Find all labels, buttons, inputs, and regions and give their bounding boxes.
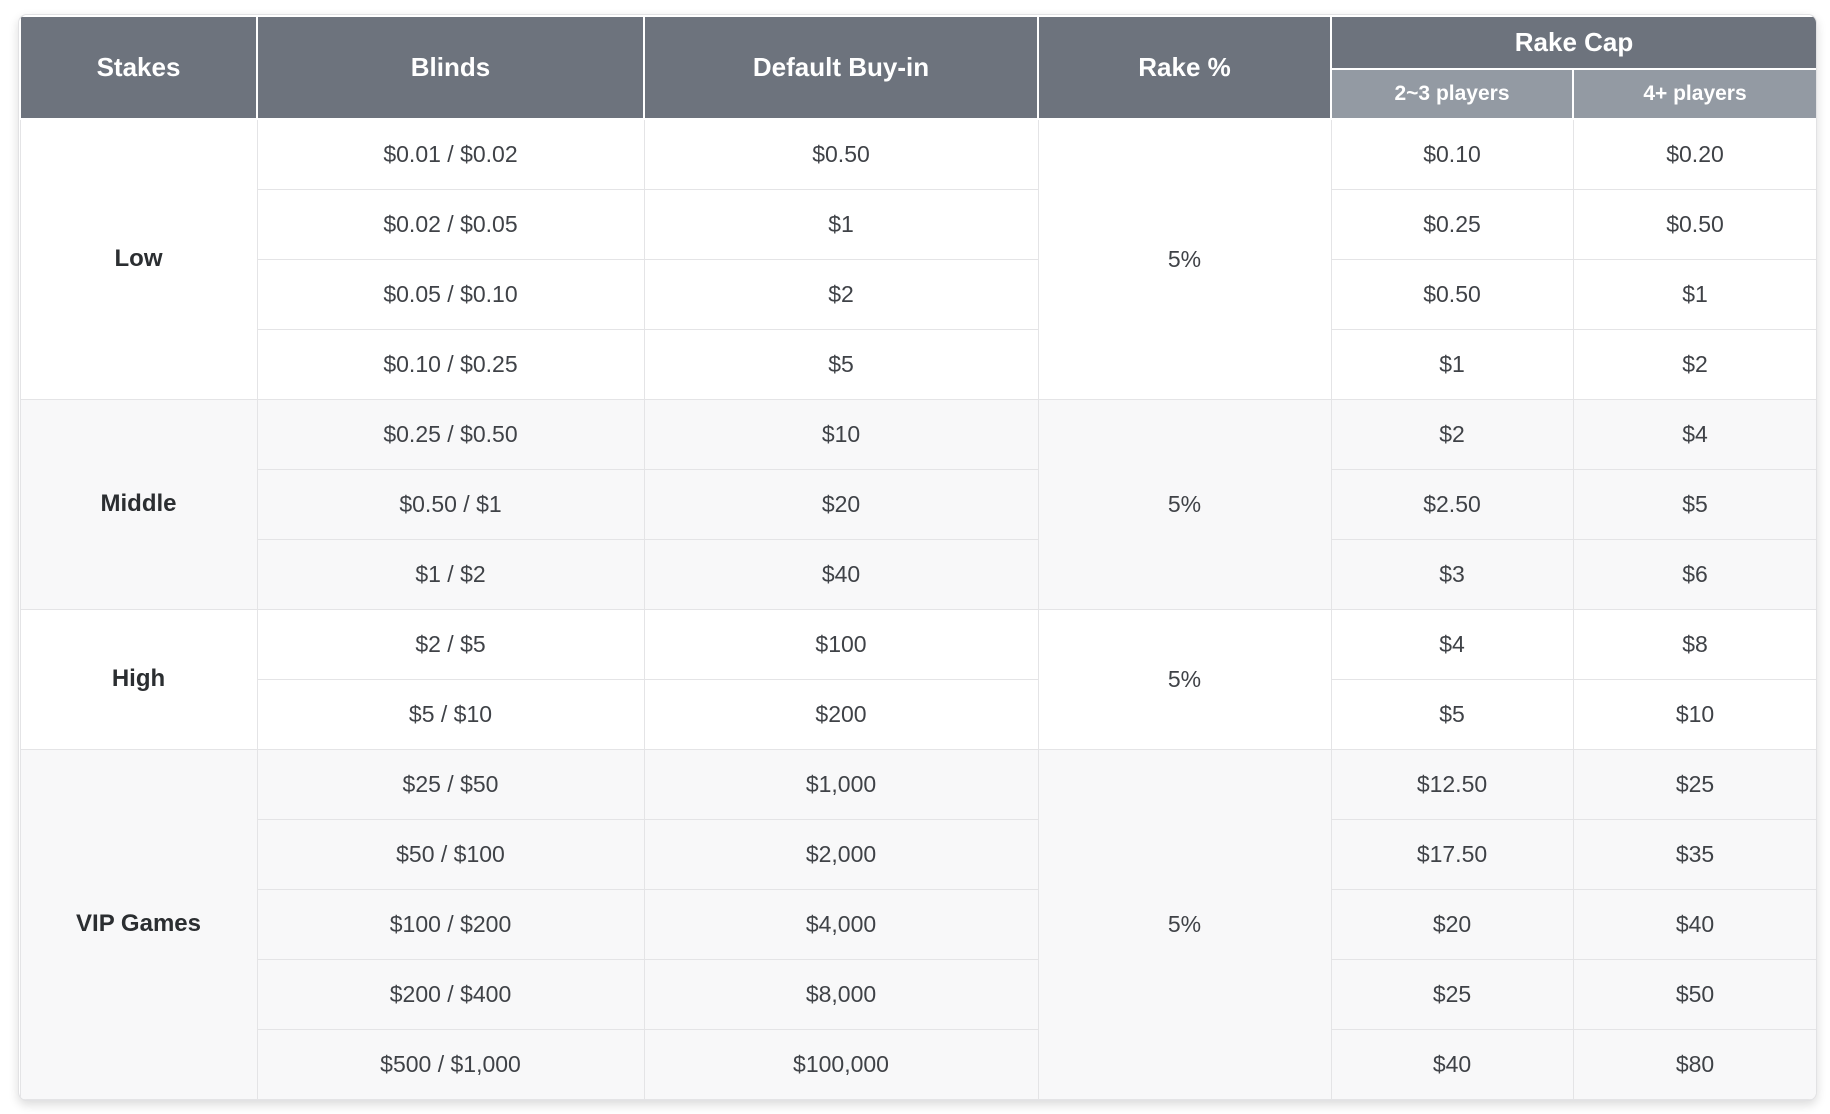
blinds-cell: $0.05 / $0.10 [256,258,645,330]
cap-23-cell: $0.25 [1330,188,1574,260]
cap-4plus-cell: $6 [1572,538,1816,610]
cap-4plus-cell: $10 [1572,678,1816,750]
column-header-rake-cap: Rake Cap [1330,15,1816,70]
cap-23-cell: $12.50 [1330,748,1574,820]
column-header-stakes: Stakes [19,15,258,120]
blinds-cell: $0.02 / $0.05 [256,188,645,260]
cap-4plus-cell: $5 [1572,468,1816,540]
buyin-cell: $200 [643,678,1039,750]
cap-4plus-cell: $8 [1572,608,1816,680]
cap-4plus-cell: $25 [1572,748,1816,820]
column-header-4plus-players: 4+ players [1572,68,1816,120]
table-row: $50 / $100 $2,000 $17.50 $35 [20,818,1816,890]
table-row: High $2 / $5 $100 5% $4 $8 [19,608,1816,750]
cap-4plus-cell: $40 [1572,888,1816,960]
cap-4plus-cell: $50 [1572,958,1816,1030]
column-header-2-3-players: 2~3 players [1330,68,1574,120]
buyin-cell: $100 [643,608,1039,680]
buyin-cell: $2,000 [643,818,1039,890]
table-row: $0.50 / $1 $20 $2.50 $5 [20,468,1816,540]
table-row: Middle $0.25 / $0.50 $10 5% $2 $4 [19,398,1816,610]
buyin-cell: $1 [643,188,1039,260]
blinds-cell: $200 / $400 [256,958,645,1030]
blinds-cell: $0.50 / $1 [256,468,645,540]
cap-4plus-cell: $35 [1572,818,1816,890]
column-header-default-buyin: Default Buy-in [643,15,1039,120]
table-row: Low $0.01 / $0.02 $0.50 5% $0.10 $0.20 [19,118,1816,400]
cap-4plus-cell: $0.50 [1572,188,1816,260]
cap-23-cell: $5 [1330,678,1574,750]
table-row: $500 / $1,000 $100,000 $40 $80 [20,1028,1816,1100]
rake-structure-table: Stakes Blinds Default Buy-in Rake % Rake… [19,15,1816,1100]
buyin-cell: $100,000 [643,1028,1039,1100]
cap-23-cell: $2.50 [1330,468,1574,540]
blinds-cell: $0.01 / $0.02 [256,118,645,190]
rake-structure-table-container: Stakes Blinds Default Buy-in Rake % Rake… [18,14,1817,1101]
table-row: $0.02 / $0.05 $1 $0.25 $0.50 [20,188,1816,260]
cap-4plus-cell: $4 [1572,398,1816,470]
cap-4plus-cell: $1 [1572,258,1816,330]
blinds-cell: $0.10 / $0.25 [256,328,645,400]
buyin-cell: $8,000 [643,958,1039,1030]
rake-percent-cell: 5% [1037,748,1332,1100]
blinds-cell: $2 / $5 [256,608,645,680]
buyin-cell: $5 [643,328,1039,400]
cap-23-cell: $2 [1330,398,1574,470]
rake-percent-cell: 5% [1037,398,1332,610]
blinds-cell: $1 / $2 [256,538,645,610]
buyin-cell: $4,000 [643,888,1039,960]
rake-percent-cell: 5% [1037,608,1332,750]
rake-percent-cell: 5% [1037,118,1332,400]
blinds-cell: $0.25 / $0.50 [256,398,645,470]
cap-23-cell: $40 [1330,1028,1574,1100]
stakes-group-label: VIP Games [19,748,258,1100]
blinds-cell: $500 / $1,000 [256,1028,645,1100]
table-row: $0.10 / $0.25 $5 $1 $2 [20,328,1816,400]
column-header-rake-percent: Rake % [1037,15,1332,120]
table-row: $5 / $10 $200 $5 $10 [20,678,1816,750]
cap-23-cell: $3 [1330,538,1574,610]
cap-4plus-cell: $0.20 [1572,118,1816,190]
header-row-sub: 2~3 players 4+ players [20,68,1816,120]
buyin-cell: $20 [643,468,1039,540]
cap-23-cell: $20 [1330,888,1574,960]
cap-4plus-cell: $2 [1572,328,1816,400]
table-row: VIP Games $25 / $50 $1,000 5% $12.50 $25 [19,748,1816,1100]
table-row: $200 / $400 $8,000 $25 $50 [20,958,1816,1030]
buyin-cell: $10 [643,398,1039,470]
buyin-cell: $0.50 [643,118,1039,190]
blinds-cell: $25 / $50 [256,748,645,820]
cap-23-cell: $0.50 [1330,258,1574,330]
table-row: $100 / $200 $4,000 $20 $40 [20,888,1816,960]
cap-23-cell: $0.10 [1330,118,1574,190]
header-row-main: Stakes Blinds Default Buy-in Rake % Rake… [19,15,1816,120]
table-row: $1 / $2 $40 $3 $6 [20,538,1816,610]
blinds-cell: $50 / $100 [256,818,645,890]
stakes-group-label: High [19,608,258,750]
cap-23-cell: $17.50 [1330,818,1574,890]
stakes-group-label: Low [19,118,258,400]
table-row: $0.05 / $0.10 $2 $0.50 $1 [20,258,1816,330]
buyin-cell: $2 [643,258,1039,330]
buyin-cell: $40 [643,538,1039,610]
cap-23-cell: $4 [1330,608,1574,680]
cap-23-cell: $25 [1330,958,1574,1030]
blinds-cell: $5 / $10 [256,678,645,750]
cap-23-cell: $1 [1330,328,1574,400]
stakes-group-label: Middle [19,398,258,610]
column-header-blinds: Blinds [256,15,645,120]
blinds-cell: $100 / $200 [256,888,645,960]
cap-4plus-cell: $80 [1572,1028,1816,1100]
buyin-cell: $1,000 [643,748,1039,820]
